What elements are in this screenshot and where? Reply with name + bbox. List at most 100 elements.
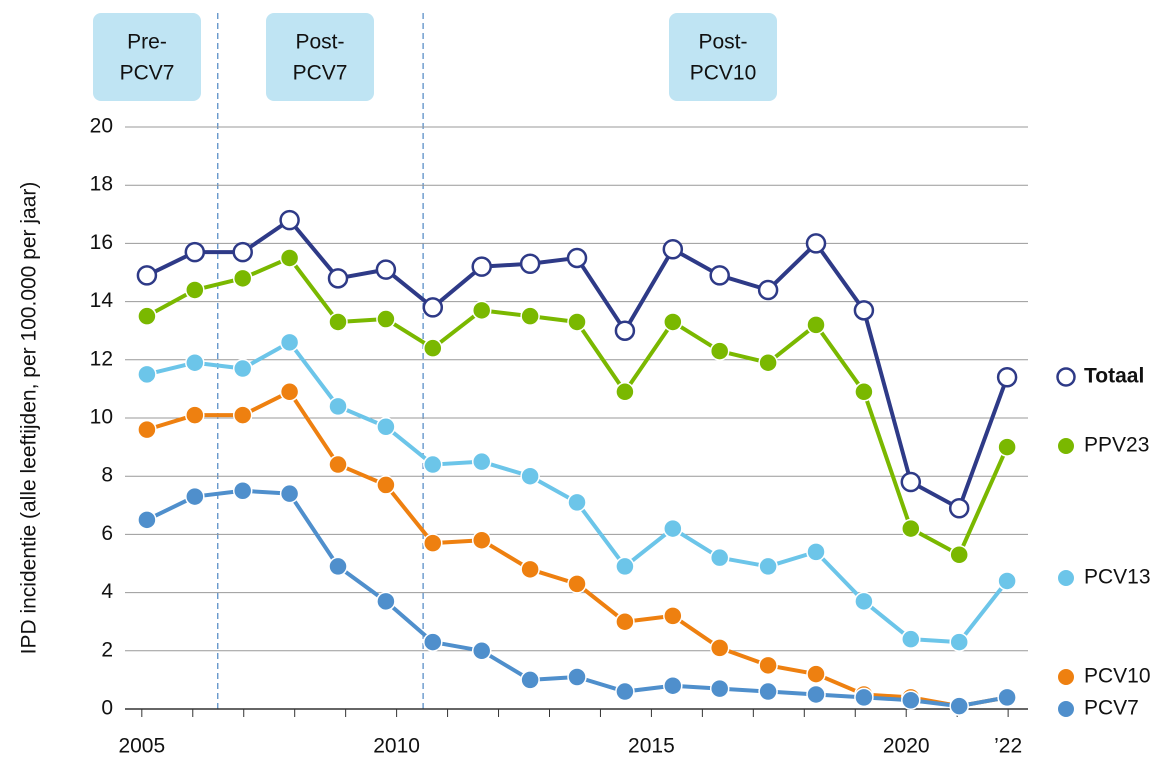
data-point — [328, 396, 348, 417]
legend-label: PCV7 — [1084, 697, 1139, 720]
data-point — [758, 556, 778, 577]
data-point — [949, 632, 969, 652]
data-point — [328, 556, 348, 577]
phase-box — [266, 13, 374, 101]
data-point — [806, 664, 826, 684]
data-point — [376, 416, 396, 437]
data-point — [663, 675, 683, 696]
data-point — [662, 238, 684, 260]
phase-label: Post- — [295, 31, 344, 54]
data-point — [375, 259, 397, 280]
y-tick-label: 14 — [90, 289, 114, 312]
data-point — [709, 265, 730, 286]
data-point — [615, 611, 635, 632]
data-point — [423, 454, 443, 475]
data-point — [232, 481, 253, 501]
data-point — [709, 341, 730, 361]
data-point — [520, 306, 540, 326]
data-point — [709, 547, 730, 568]
data-point — [232, 405, 253, 425]
data-point — [901, 629, 921, 649]
data-point — [949, 696, 969, 716]
legend-marker — [1057, 569, 1075, 587]
data-point — [184, 241, 206, 263]
data-point — [663, 518, 683, 539]
data-point — [758, 352, 778, 373]
data-point — [376, 475, 396, 495]
data-point — [614, 320, 636, 341]
data-point — [232, 241, 253, 263]
data-point — [422, 297, 444, 318]
data-point — [901, 690, 921, 711]
legend-marker — [1057, 668, 1075, 686]
phase-box — [93, 13, 201, 101]
legend-marker — [1056, 367, 1076, 387]
data-point — [901, 518, 921, 539]
data-point — [757, 279, 779, 301]
data-point — [567, 574, 587, 594]
data-point — [279, 332, 300, 353]
data-point — [948, 497, 970, 519]
data-point — [663, 312, 683, 332]
data-point — [997, 437, 1017, 457]
data-point — [185, 280, 205, 300]
data-point — [854, 382, 874, 402]
data-point — [520, 670, 540, 690]
data-point — [136, 265, 158, 286]
data-point — [232, 268, 253, 289]
data-point — [471, 530, 492, 550]
data-point — [423, 632, 443, 652]
data-point — [615, 556, 635, 577]
phase-label: Pre- — [127, 31, 167, 54]
phase-label: Post- — [698, 31, 747, 54]
y-tick-label: 18 — [90, 173, 113, 196]
legend-marker — [1057, 700, 1075, 718]
data-point — [996, 367, 1018, 388]
data-point — [520, 559, 540, 580]
data-point — [519, 253, 541, 275]
x-tick-label: 2005 — [118, 735, 165, 758]
phase-box — [669, 13, 777, 101]
data-point — [471, 451, 492, 472]
data-point — [137, 306, 157, 326]
data-point — [806, 542, 826, 562]
data-point — [806, 315, 826, 335]
data-point — [423, 338, 443, 358]
data-point — [709, 638, 730, 658]
data-point — [615, 681, 635, 702]
y-tick-label: 16 — [90, 231, 113, 254]
data-point — [137, 364, 157, 385]
data-point — [279, 209, 300, 231]
data-point — [709, 678, 730, 699]
y-tick-label: 0 — [101, 697, 113, 720]
data-point — [758, 655, 778, 676]
data-point — [997, 687, 1017, 708]
y-tick-label: 20 — [90, 115, 113, 138]
data-point — [567, 667, 587, 687]
data-point — [279, 483, 300, 504]
y-tick-label: 2 — [101, 638, 113, 661]
data-point — [949, 545, 969, 565]
x-tick-label: 2020 — [883, 735, 930, 758]
legend-label: PCV13 — [1084, 566, 1151, 589]
y-tick-label: 12 — [90, 347, 113, 370]
data-point — [185, 486, 205, 507]
data-point — [805, 233, 827, 254]
data-point — [423, 533, 443, 553]
data-point — [997, 571, 1017, 591]
data-point — [471, 256, 492, 277]
x-tick-label: 2010 — [373, 735, 420, 758]
data-point — [376, 309, 396, 329]
data-point — [854, 687, 874, 708]
data-point — [471, 641, 492, 661]
data-point — [279, 248, 300, 268]
data-point — [567, 492, 587, 513]
data-point — [854, 591, 874, 612]
data-point — [567, 312, 587, 332]
y-axis-label: IPD incidentie (alle leeftijden, per 100… — [18, 182, 41, 655]
data-point — [327, 268, 349, 289]
y-tick-label: 8 — [101, 464, 113, 487]
data-point — [520, 466, 540, 486]
data-point — [376, 591, 396, 612]
